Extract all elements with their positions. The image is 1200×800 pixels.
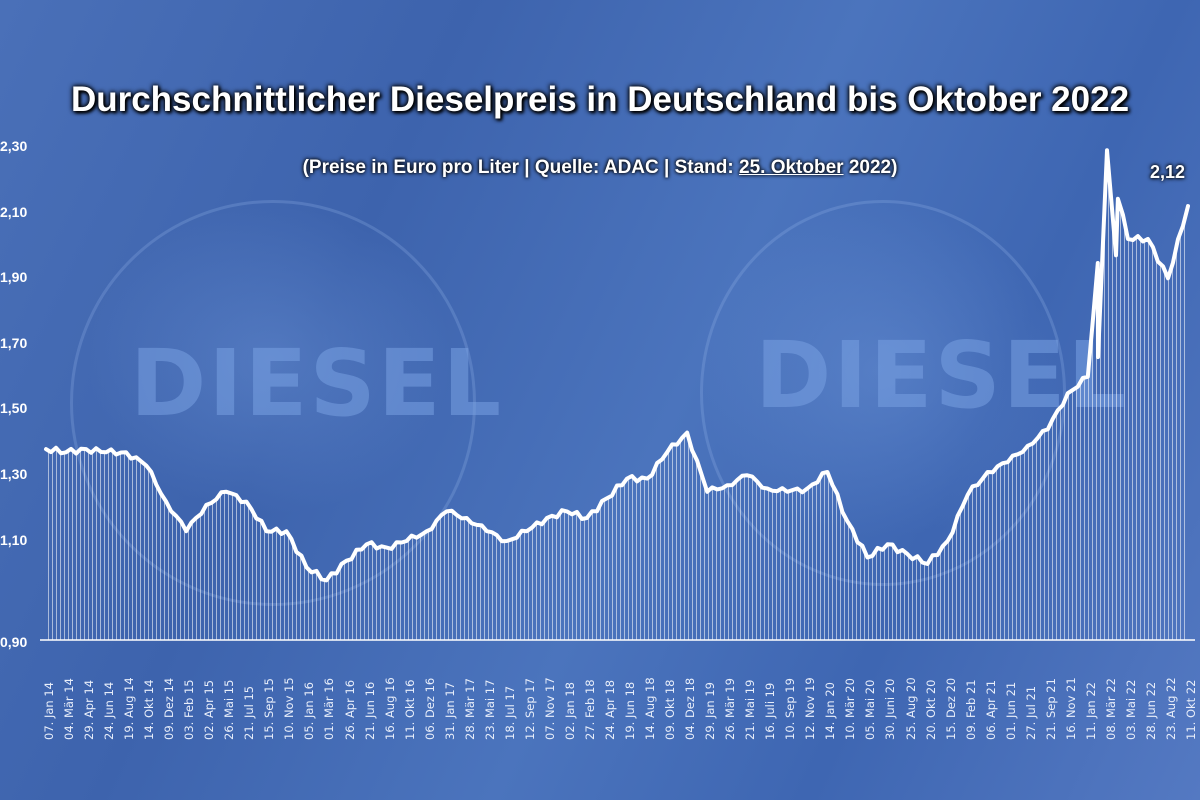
- subtitle-date: 25. Oktober: [739, 157, 844, 178]
- chart-subtitle: (Preise in Euro pro Liter | Quelle: ADAC…: [0, 157, 1200, 179]
- y-tick-label: 1,70: [0, 335, 28, 351]
- y-tick-label: 1,90: [0, 269, 28, 285]
- subtitle-year: 2022): [843, 157, 898, 178]
- background-diesel-text-left: DIESEL: [130, 330, 504, 437]
- price-line: [44, 148, 1190, 583]
- y-tick-label: 1,50: [0, 400, 28, 416]
- y-tick-label: 2,30: [0, 138, 28, 154]
- y-tick-label: 1,30: [0, 466, 28, 482]
- y-tick-label: 0,90: [0, 634, 28, 650]
- subtitle-source: (Preise in Euro pro Liter | Quelle: ADAC…: [302, 157, 739, 178]
- y-tick-label: 2,10: [0, 204, 28, 220]
- y-tick-label: 1,10: [0, 532, 28, 548]
- price-area-fill: [46, 150, 1188, 641]
- chart-title: Durchschnittlicher Dieselpreis in Deutsc…: [70, 80, 1130, 119]
- last-value-label: 2,12: [1150, 162, 1186, 182]
